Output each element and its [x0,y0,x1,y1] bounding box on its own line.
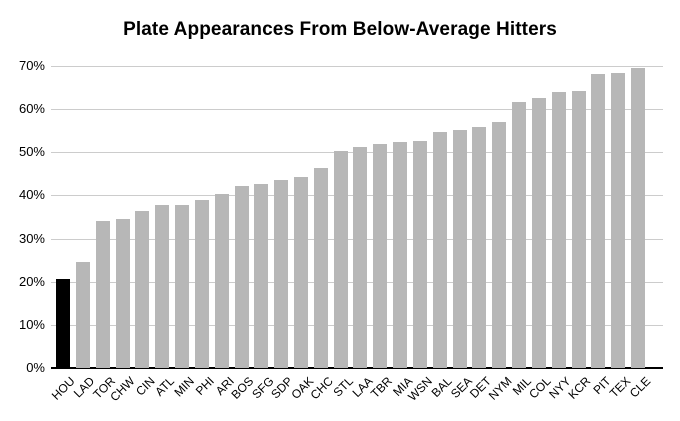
y-tick-label-0%: 0% [26,360,45,375]
x-tick-label-CLE: CLE [626,374,654,401]
bar-MIA [393,141,408,368]
x-axis-line [51,367,663,369]
bar-ATL [155,204,170,368]
bar-SDP [274,179,289,368]
y-tick-label-70%: 70% [18,58,45,73]
gridline-70% [51,66,663,67]
bar-BOS [234,185,249,368]
bar-MIL [512,102,527,368]
y-tick-label-40%: 40% [18,187,45,202]
bar-DET [472,126,487,368]
bar-CIN [135,211,150,368]
gridline-60% [51,109,663,110]
chart-title: Plate Appearances From Below-Average Hit… [123,19,557,40]
bar-NYY [551,91,566,368]
bar-BAL [432,132,447,368]
bar-TEX [611,72,626,368]
bar-WSN [412,140,427,368]
y-tick-label-20%: 20% [18,274,45,289]
bar-TBR [373,143,388,368]
y-tick-label-50%: 50% [18,144,45,159]
bar-PHI [194,199,209,368]
bar-CHC [313,167,328,368]
bar-NYM [492,122,507,368]
bar-SEA [452,129,467,368]
bar-HOU [56,278,70,368]
y-tick-label-10%: 10% [18,317,45,332]
bar-LAA [353,146,368,368]
bar-LAD [75,261,90,368]
bar-TOR [95,221,110,368]
x-tick-label-KCR: KCR [565,374,594,402]
bar-COL [531,97,546,368]
bar-PIT [591,73,606,368]
bar-CLE [631,68,646,368]
bar-MIN [175,204,189,368]
bar-STL [333,151,348,368]
y-tick-label-30%: 30% [18,231,45,246]
bar-SFG [254,184,269,368]
bar-CHW [115,219,130,368]
y-tick-label-60%: 60% [18,101,45,116]
bar-OAK [294,176,308,368]
bar-ARI [214,194,229,368]
bar-KCR [571,91,586,368]
